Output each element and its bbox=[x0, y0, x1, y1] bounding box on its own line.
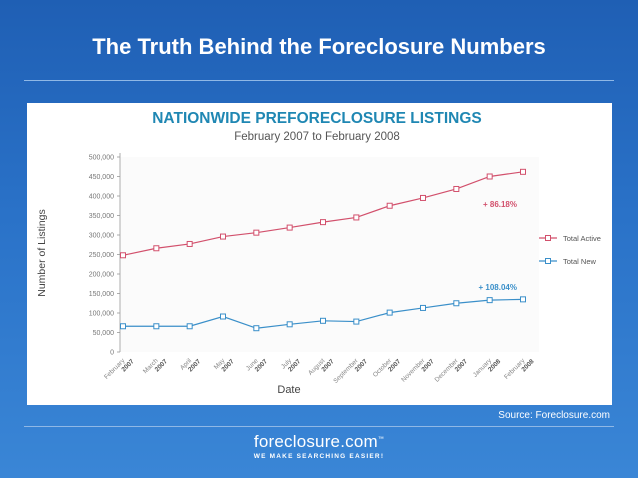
source-note: Source: Foreclosure.com bbox=[498, 410, 610, 421]
data-point bbox=[486, 297, 493, 304]
y-tick-label: 350,000 bbox=[89, 213, 114, 220]
data-point bbox=[420, 194, 426, 201]
data-point bbox=[286, 321, 293, 328]
data-point bbox=[353, 318, 360, 325]
data-point bbox=[386, 309, 393, 316]
y-tick-label: 500,000 bbox=[89, 155, 114, 162]
data-point bbox=[320, 317, 326, 324]
data-point bbox=[120, 252, 126, 259]
data-point bbox=[153, 323, 160, 330]
x-axis-label: Date bbox=[277, 384, 300, 396]
data-point bbox=[186, 240, 193, 247]
y-tick-label: 200,000 bbox=[89, 272, 114, 279]
y-tick-label: 50,000 bbox=[93, 330, 115, 337]
data-point bbox=[253, 229, 260, 236]
legend-marker bbox=[545, 258, 551, 264]
plot-background bbox=[120, 157, 539, 352]
legend-marker bbox=[545, 235, 551, 241]
data-point bbox=[120, 323, 126, 330]
y-tick-label: 0 bbox=[110, 350, 114, 357]
data-point bbox=[186, 323, 193, 330]
data-point bbox=[320, 219, 326, 226]
brand-logo: foreclosure.com™ WE MAKE SEARCHING EASIE… bbox=[0, 432, 638, 460]
legend-label: Total New bbox=[563, 257, 597, 266]
chart-panel: NATIONWIDE PREFORECLOSURE LISTINGS Februa… bbox=[27, 103, 612, 405]
data-point bbox=[353, 214, 360, 221]
chart-subtitle: February 2007 to February 2008 bbox=[234, 131, 400, 143]
y-tick-label: 400,000 bbox=[89, 194, 114, 201]
y-tick-label: 150,000 bbox=[89, 291, 114, 298]
data-point bbox=[520, 296, 526, 303]
data-point bbox=[386, 202, 393, 209]
slide-title: The Truth Behind the Foreclosure Numbers bbox=[92, 34, 546, 59]
chart-svg: NATIONWIDE PREFORECLOSURE LISTINGS Februa… bbox=[36, 110, 601, 396]
logo-trademark: ™ bbox=[377, 436, 385, 443]
annotation-active-change: + 86.18% bbox=[483, 200, 517, 209]
data-point bbox=[153, 245, 160, 252]
y-axis-label: Number of Listings bbox=[36, 209, 48, 297]
logo-tagline: WE MAKE SEARCHING EASIER! bbox=[253, 453, 385, 460]
y-tick-label: 100,000 bbox=[89, 311, 114, 318]
logo-wordmark: foreclosure.com bbox=[253, 432, 378, 451]
data-point bbox=[520, 168, 526, 175]
data-point bbox=[420, 304, 426, 311]
data-point bbox=[253, 325, 260, 332]
data-point bbox=[286, 224, 293, 231]
data-point bbox=[453, 185, 460, 192]
chart-title: NATIONWIDE PREFORECLOSURE LISTINGS bbox=[152, 110, 482, 127]
annotation-new-change: + 108.04% bbox=[479, 283, 517, 292]
data-point bbox=[486, 173, 493, 180]
y-tick-label: 300,000 bbox=[89, 233, 114, 240]
legend-label: Total Active bbox=[563, 234, 601, 243]
y-tick-label: 450,000 bbox=[89, 174, 114, 181]
data-point bbox=[453, 300, 460, 307]
y-tick-label: 250,000 bbox=[89, 252, 114, 259]
bottom-divider bbox=[24, 426, 614, 427]
top-divider bbox=[24, 80, 614, 81]
data-point bbox=[220, 233, 226, 240]
data-point bbox=[220, 313, 226, 320]
